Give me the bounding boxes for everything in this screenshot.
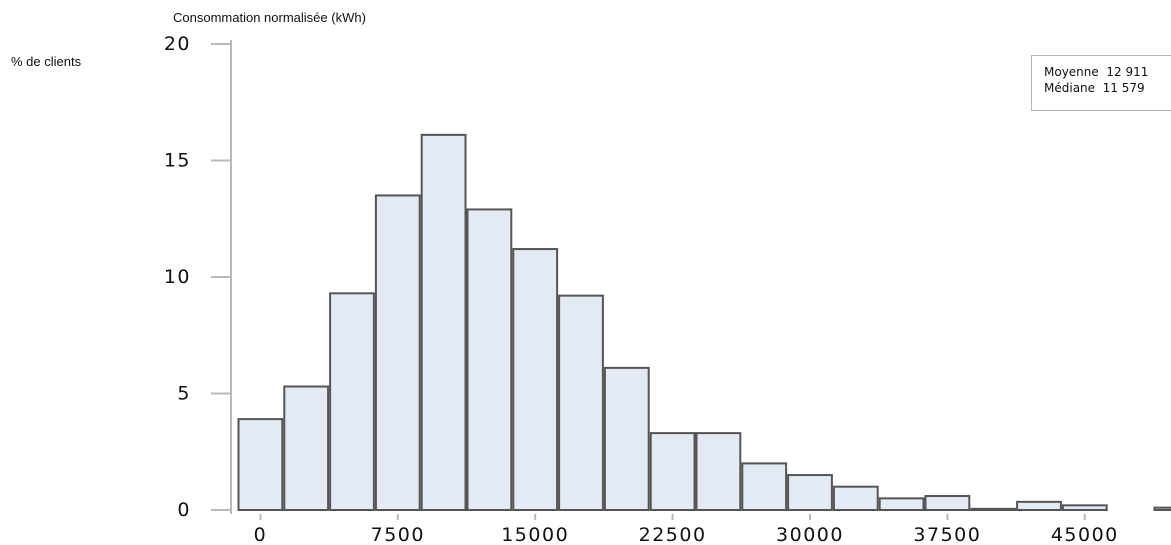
y-tick-label: 15 xyxy=(164,150,191,172)
y-tick-label: 10 xyxy=(164,266,191,288)
histogram-bar xyxy=(970,507,1017,511)
histogram-bar xyxy=(420,133,467,511)
y-tick-label: 5 xyxy=(177,383,191,405)
x-tick-label: 37500 xyxy=(913,524,981,545)
histogram-bar xyxy=(741,462,788,511)
histogram-bar xyxy=(787,474,833,511)
x-axis: 0 7500 15000 22500 30000 37500 45000 xyxy=(254,514,1119,545)
histogram-bar xyxy=(374,194,421,511)
x-tick-label: 7500 xyxy=(371,524,425,545)
legend-box: Moyenne 12 911 Médiane 11 579 xyxy=(1031,55,1171,111)
histogram-bar xyxy=(466,208,513,511)
histogram-bar xyxy=(283,385,330,512)
y-axis: 0 5 10 15 20 xyxy=(164,33,232,521)
x-tick-label: 45000 xyxy=(1051,524,1119,545)
histogram-bar xyxy=(649,432,696,511)
x-tick-label: 0 xyxy=(254,524,268,545)
legend-median-label: Médiane xyxy=(1044,81,1096,95)
histogram-bar xyxy=(695,432,742,511)
histogram-bar xyxy=(878,497,925,512)
y-axis-title: % de clients xyxy=(11,54,82,69)
legend-median-value: 11 579 xyxy=(1102,81,1145,95)
legend-row-median: Médiane 11 579 xyxy=(1044,81,1145,95)
legend-row-mean: Moyenne 12 911 xyxy=(1044,65,1148,79)
x-tick-label: 15000 xyxy=(501,524,569,545)
histogram-bar xyxy=(1061,504,1108,511)
histogram-bar xyxy=(832,485,879,512)
legend-mean-label: Moyenne xyxy=(1044,65,1099,79)
histogram-bar xyxy=(512,248,559,511)
legend-mean-value: 12 911 xyxy=(1106,65,1149,79)
x-tick-label: 30000 xyxy=(776,524,844,545)
histogram-bar xyxy=(924,495,971,511)
x-axis-title: Consommation normalisée (kWh) xyxy=(173,10,366,25)
bars xyxy=(237,133,1171,512)
y-tick-label: 0 xyxy=(177,499,191,521)
histogram-bar xyxy=(237,418,284,512)
y-tick-label: 20 xyxy=(164,33,191,55)
histogram-bar xyxy=(603,366,650,511)
histogram-bar xyxy=(558,294,604,512)
histogram-bar xyxy=(1153,506,1171,512)
histogram-bar xyxy=(329,292,375,511)
x-tick-label: 22500 xyxy=(639,524,707,545)
histogram-bar xyxy=(1016,500,1062,512)
